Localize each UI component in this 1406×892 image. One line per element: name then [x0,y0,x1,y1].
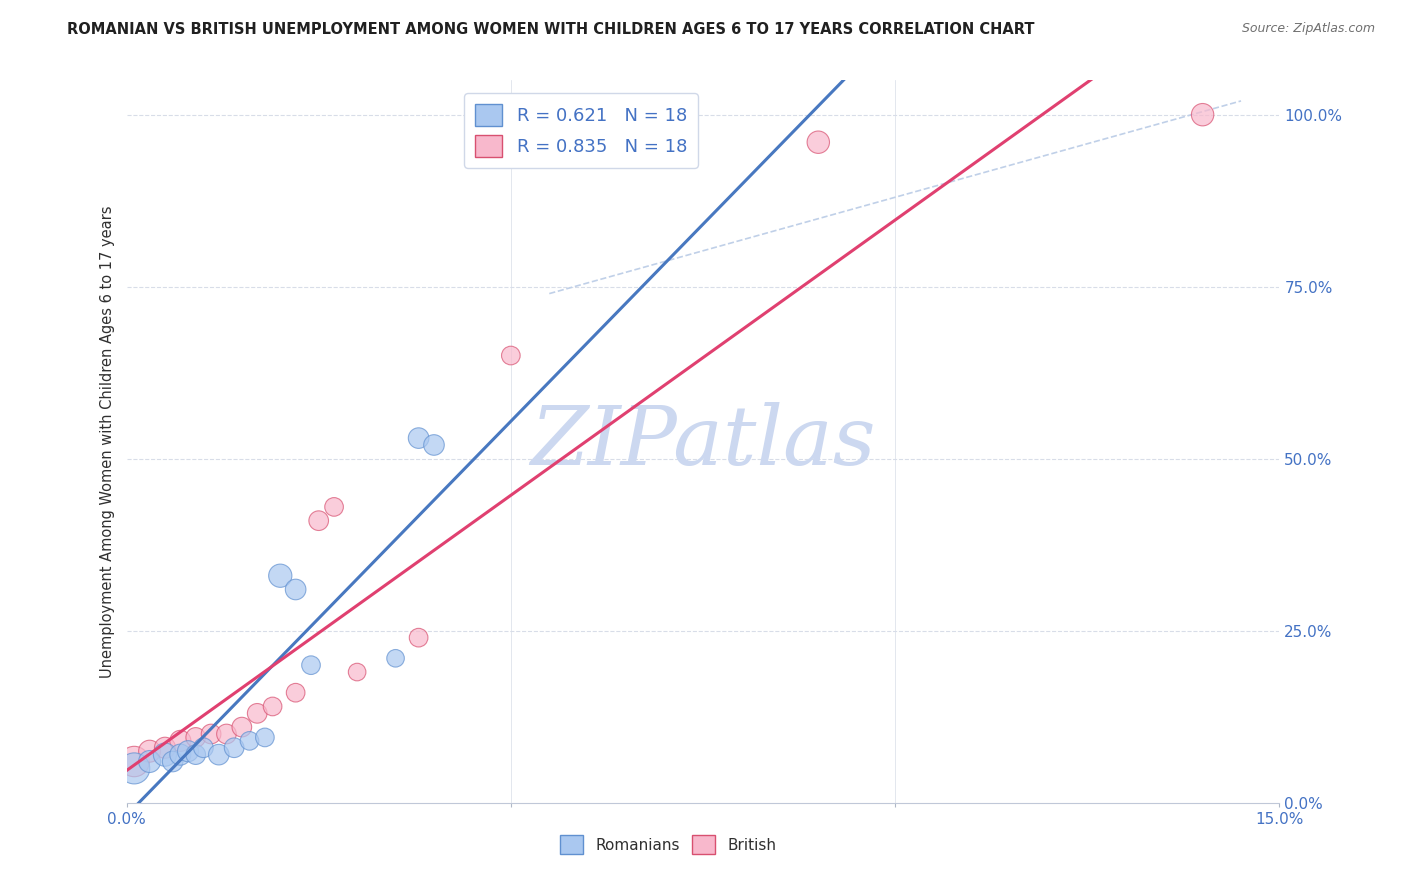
Point [193,740,215,755]
Point [1191,108,1213,122]
Point [224,740,246,755]
Point [153,740,176,755]
Point [169,734,191,748]
Point [499,349,522,363]
Point [231,720,253,734]
Point [299,658,322,673]
Text: Source: ZipAtlas.com: Source: ZipAtlas.com [1241,22,1375,36]
Text: ROMANIAN VS BRITISH UNEMPLOYMENT AMONG WOMEN WITH CHILDREN AGES 6 TO 17 YEARS CO: ROMANIAN VS BRITISH UNEMPLOYMENT AMONG W… [67,22,1035,37]
Point [177,744,200,758]
Point [122,755,145,769]
Point [807,135,830,149]
Y-axis label: Unemployment Among Women with Children Ages 6 to 17 years: Unemployment Among Women with Children A… [100,205,115,678]
Point [346,665,368,679]
Point [284,582,307,597]
Point [138,744,160,758]
Point [423,438,446,452]
Point [122,761,145,775]
Point [269,568,291,582]
Point [215,727,238,741]
Point [284,686,307,700]
Point [238,734,260,748]
Point [408,431,430,445]
Point [408,631,430,645]
Point [246,706,269,721]
Point [323,500,346,514]
Point [153,747,176,762]
Text: ZIPatlas: ZIPatlas [530,401,876,482]
Point [169,747,191,762]
Point [184,731,207,745]
Point [200,727,222,741]
Point [308,514,330,528]
Point [184,747,207,762]
Point [384,651,406,665]
Point [253,731,276,745]
Point [162,755,184,769]
Point [138,755,160,769]
Point [208,747,231,762]
Point [262,699,284,714]
Legend: Romanians, British: Romanians, British [554,830,783,860]
